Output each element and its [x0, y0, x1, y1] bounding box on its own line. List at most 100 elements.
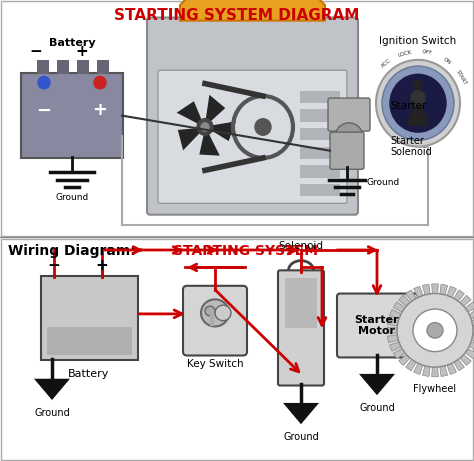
- Circle shape: [413, 309, 457, 352]
- Text: Ground: Ground: [283, 432, 319, 442]
- Polygon shape: [180, 0, 325, 21]
- Circle shape: [201, 299, 229, 326]
- Bar: [300, 184, 340, 196]
- Text: −: −: [36, 101, 52, 119]
- Circle shape: [255, 119, 271, 135]
- Text: −: −: [29, 44, 42, 59]
- Wedge shape: [454, 360, 465, 371]
- Text: Ground: Ground: [55, 193, 89, 202]
- Text: OFF: OFF: [421, 49, 432, 56]
- Wedge shape: [406, 360, 416, 371]
- Wedge shape: [390, 310, 401, 319]
- FancyBboxPatch shape: [158, 70, 347, 203]
- Text: ON: ON: [442, 57, 452, 65]
- Text: Starter: Starter: [390, 101, 427, 111]
- Polygon shape: [408, 81, 428, 126]
- Text: Solenoid: Solenoid: [279, 241, 323, 251]
- Wedge shape: [469, 342, 474, 351]
- Wedge shape: [447, 363, 456, 374]
- Bar: [300, 128, 340, 141]
- Circle shape: [427, 323, 443, 338]
- Polygon shape: [200, 129, 220, 156]
- Bar: [47, 327, 132, 355]
- FancyBboxPatch shape: [21, 73, 123, 158]
- Wedge shape: [406, 290, 416, 301]
- Wedge shape: [469, 310, 474, 319]
- Wedge shape: [399, 355, 410, 366]
- Wedge shape: [432, 284, 438, 294]
- Wedge shape: [387, 318, 398, 325]
- Text: Ground: Ground: [367, 178, 400, 187]
- Wedge shape: [422, 284, 430, 295]
- Circle shape: [390, 74, 446, 132]
- Wedge shape: [440, 284, 447, 295]
- Text: Ground: Ground: [359, 403, 395, 413]
- Text: −: −: [47, 258, 60, 273]
- Circle shape: [376, 60, 460, 147]
- Wedge shape: [454, 290, 465, 301]
- Wedge shape: [393, 302, 405, 312]
- FancyBboxPatch shape: [41, 276, 138, 361]
- Circle shape: [38, 77, 50, 89]
- Polygon shape: [177, 101, 204, 126]
- Text: Wiring Diagram:: Wiring Diagram:: [8, 244, 141, 258]
- Polygon shape: [283, 403, 319, 424]
- Wedge shape: [460, 355, 471, 366]
- FancyBboxPatch shape: [183, 286, 247, 355]
- Text: LOCK: LOCK: [398, 49, 412, 58]
- Bar: [77, 60, 89, 74]
- FancyBboxPatch shape: [147, 18, 358, 215]
- Text: STARTING SYSTEM DIAGRAM: STARTING SYSTEM DIAGRAM: [114, 8, 360, 23]
- FancyBboxPatch shape: [330, 132, 364, 169]
- Polygon shape: [207, 121, 236, 141]
- Polygon shape: [34, 379, 70, 400]
- Wedge shape: [465, 302, 474, 312]
- Circle shape: [335, 123, 363, 152]
- Text: +: +: [92, 101, 108, 119]
- Polygon shape: [359, 374, 395, 395]
- FancyBboxPatch shape: [278, 270, 324, 385]
- Circle shape: [197, 119, 213, 135]
- Wedge shape: [422, 366, 430, 377]
- Bar: [300, 147, 340, 159]
- Bar: [210, 311, 213, 325]
- Text: +: +: [76, 44, 88, 59]
- Bar: [300, 109, 340, 122]
- Wedge shape: [465, 349, 474, 359]
- Wedge shape: [473, 327, 474, 334]
- Wedge shape: [432, 367, 438, 377]
- Text: Battery: Battery: [68, 369, 109, 379]
- Wedge shape: [472, 335, 474, 343]
- Polygon shape: [178, 128, 204, 150]
- Text: Starter
Motor: Starter Motor: [355, 315, 399, 336]
- Wedge shape: [399, 295, 410, 306]
- Bar: [37, 60, 49, 74]
- Wedge shape: [447, 286, 456, 297]
- Text: Battery: Battery: [49, 38, 95, 48]
- Text: Flywheel: Flywheel: [413, 384, 456, 394]
- Circle shape: [201, 123, 209, 131]
- Text: +: +: [96, 258, 109, 273]
- Bar: [97, 60, 109, 74]
- Text: Ground: Ground: [34, 408, 70, 418]
- Wedge shape: [414, 286, 423, 297]
- Wedge shape: [440, 366, 447, 377]
- Text: STARTING SYSTEM: STARTING SYSTEM: [173, 244, 318, 258]
- Wedge shape: [387, 327, 397, 334]
- Wedge shape: [414, 363, 423, 374]
- Wedge shape: [393, 349, 405, 359]
- Wedge shape: [390, 342, 401, 351]
- Wedge shape: [460, 295, 471, 306]
- Circle shape: [94, 77, 106, 89]
- FancyBboxPatch shape: [337, 294, 418, 357]
- Bar: [300, 91, 340, 103]
- Text: Key Switch: Key Switch: [187, 360, 243, 369]
- Circle shape: [413, 316, 433, 335]
- Circle shape: [411, 91, 425, 105]
- Bar: [285, 278, 317, 328]
- Bar: [300, 165, 340, 177]
- Bar: [57, 60, 69, 74]
- Polygon shape: [205, 95, 225, 125]
- Text: START: START: [455, 69, 468, 86]
- Circle shape: [397, 294, 473, 367]
